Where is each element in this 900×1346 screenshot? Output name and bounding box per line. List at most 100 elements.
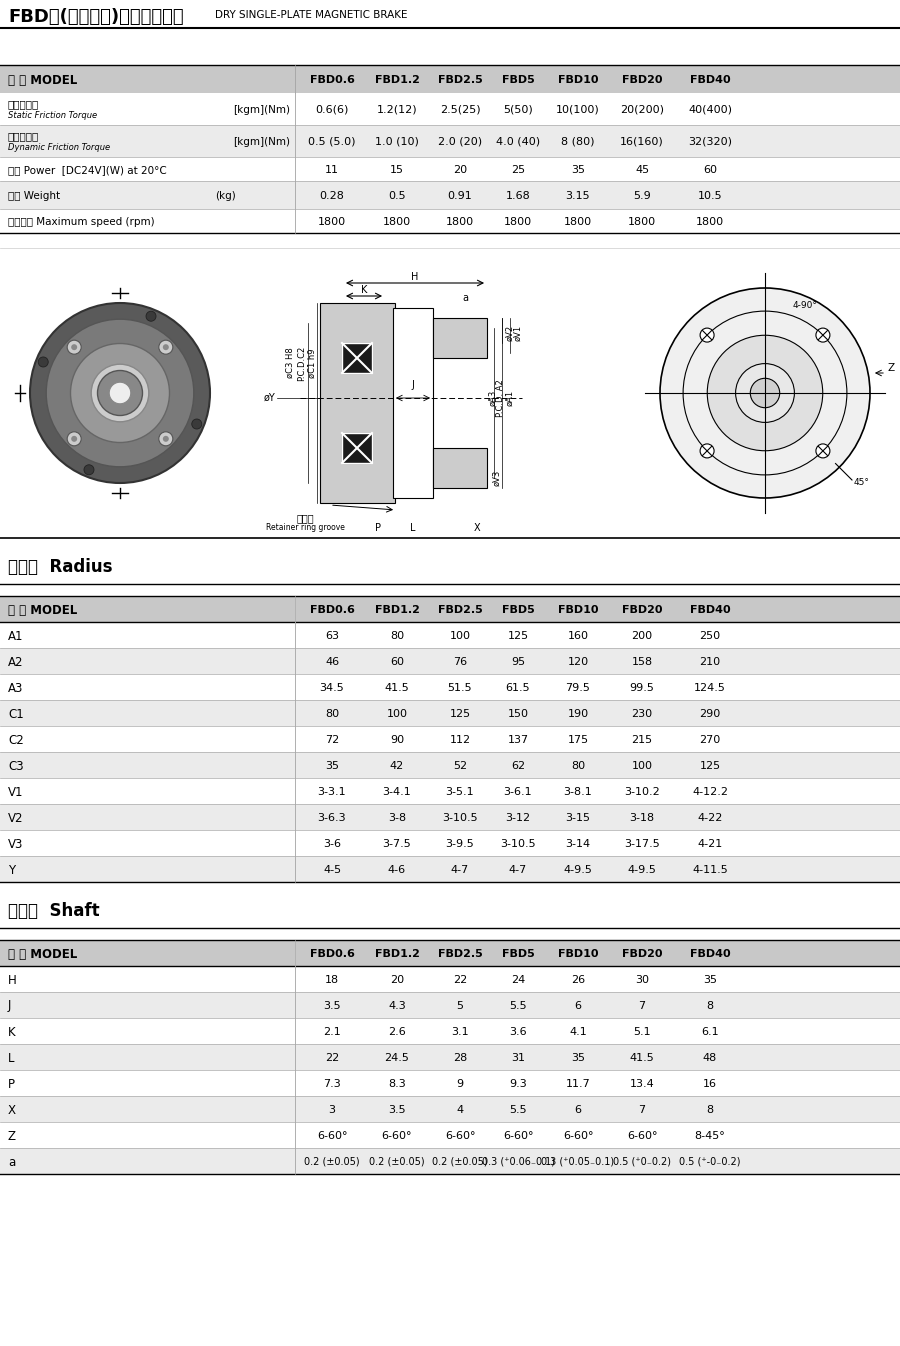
Text: 3: 3 — [328, 1105, 336, 1114]
Bar — [0, 647, 900, 674]
Text: A1: A1 — [8, 630, 23, 642]
Text: 125: 125 — [449, 709, 471, 719]
Text: 20(200): 20(200) — [620, 105, 664, 114]
Text: FBD10: FBD10 — [558, 75, 598, 85]
Text: 137: 137 — [508, 735, 528, 744]
Text: 25: 25 — [511, 166, 525, 175]
Circle shape — [707, 335, 823, 451]
Text: 2.0 (20): 2.0 (20) — [438, 137, 482, 147]
Text: 4.1: 4.1 — [569, 1027, 587, 1036]
Bar — [342, 343, 372, 373]
Text: 3.15: 3.15 — [566, 191, 590, 201]
Text: FBD40: FBD40 — [689, 949, 730, 958]
Text: 4-5: 4-5 — [323, 865, 341, 875]
Circle shape — [816, 328, 830, 342]
Text: 1800: 1800 — [696, 217, 725, 227]
Text: 32(320): 32(320) — [688, 137, 732, 147]
Text: 徑方向  Radius: 徑方向 Radius — [8, 559, 112, 576]
Text: 61.5: 61.5 — [506, 682, 530, 693]
Bar — [0, 700, 900, 725]
Text: 10(100): 10(100) — [556, 105, 600, 114]
Text: 3.5: 3.5 — [323, 1001, 341, 1011]
Text: FBD5: FBD5 — [501, 75, 535, 85]
Text: 6-60°: 6-60° — [382, 1131, 412, 1141]
Text: 20: 20 — [453, 166, 467, 175]
Text: 45°: 45° — [853, 478, 869, 487]
Text: 79.5: 79.5 — [565, 682, 590, 693]
Bar — [0, 596, 900, 622]
Text: P.C.D.C2: P.C.D.C2 — [297, 346, 306, 381]
Text: 30: 30 — [635, 975, 649, 985]
Text: FBD1.2: FBD1.2 — [374, 949, 419, 958]
Text: X: X — [473, 524, 481, 533]
Text: 3-3.1: 3-3.1 — [318, 787, 346, 797]
Text: 24: 24 — [511, 975, 525, 985]
Text: Y: Y — [8, 864, 15, 876]
Text: 4-9.5: 4-9.5 — [627, 865, 656, 875]
Text: FBD2.5: FBD2.5 — [437, 949, 482, 958]
Text: 6: 6 — [574, 1105, 581, 1114]
Text: 18: 18 — [325, 975, 339, 985]
Text: 1800: 1800 — [504, 217, 532, 227]
Circle shape — [68, 432, 81, 446]
Text: 3-18: 3-18 — [629, 813, 654, 822]
Text: C2: C2 — [8, 734, 23, 747]
Text: øV1: øV1 — [513, 324, 522, 341]
Text: 4-22: 4-22 — [698, 813, 723, 822]
Bar — [342, 343, 372, 373]
Text: 175: 175 — [567, 735, 589, 744]
Text: 型 號 MODEL: 型 號 MODEL — [8, 603, 77, 616]
Text: V1: V1 — [8, 786, 23, 798]
Bar — [0, 1148, 900, 1174]
Text: A2: A2 — [8, 656, 23, 669]
Bar — [0, 1018, 900, 1044]
Text: 11: 11 — [325, 166, 339, 175]
Text: 290: 290 — [699, 709, 721, 719]
Text: 3-14: 3-14 — [565, 839, 590, 849]
Text: 35: 35 — [703, 975, 717, 985]
Text: 35: 35 — [571, 166, 585, 175]
Text: 0.91: 0.91 — [447, 191, 473, 201]
Circle shape — [38, 357, 49, 367]
Text: øC1 h9: øC1 h9 — [308, 349, 317, 378]
Text: 40(400): 40(400) — [688, 105, 732, 114]
Text: X: X — [8, 1104, 16, 1116]
Bar — [0, 940, 900, 966]
Text: 72: 72 — [325, 735, 339, 744]
Text: P: P — [375, 524, 381, 533]
Text: 28: 28 — [453, 1053, 467, 1063]
Text: 16(160): 16(160) — [620, 137, 664, 147]
Bar — [0, 752, 900, 778]
Text: FBD20: FBD20 — [622, 75, 662, 85]
Bar — [0, 992, 900, 1018]
Text: Z: Z — [888, 363, 896, 373]
Text: DRY SINGLE-PLATE MAGNETIC BRAKE: DRY SINGLE-PLATE MAGNETIC BRAKE — [215, 9, 408, 20]
Text: øV2: øV2 — [505, 324, 514, 341]
Text: 3-8.1: 3-8.1 — [563, 787, 592, 797]
Text: 8-45°: 8-45° — [695, 1131, 725, 1141]
Text: 8: 8 — [706, 1001, 714, 1011]
Text: 3-15: 3-15 — [565, 813, 590, 822]
Text: 7: 7 — [638, 1001, 645, 1011]
Text: FBD5: FBD5 — [501, 604, 535, 615]
Text: FBD0.6: FBD0.6 — [310, 75, 355, 85]
Circle shape — [97, 370, 142, 416]
Text: L: L — [410, 524, 416, 533]
Text: FBD型(幹式單板)電磁式制動器: FBD型(幹式單板)電磁式制動器 — [8, 8, 184, 26]
Text: FBD40: FBD40 — [689, 604, 730, 615]
Bar — [433, 448, 487, 489]
Bar — [0, 1044, 900, 1070]
Text: 16: 16 — [703, 1079, 717, 1089]
Text: 22: 22 — [325, 1053, 339, 1063]
Text: 9.3: 9.3 — [509, 1079, 526, 1089]
Text: 48: 48 — [703, 1053, 717, 1063]
Text: 動摩擦轉矩: 動摩擦轉矩 — [8, 131, 40, 141]
Text: Retainer ring groove: Retainer ring groove — [266, 524, 345, 533]
Text: a: a — [8, 1155, 15, 1168]
Bar — [0, 157, 900, 180]
Text: 76: 76 — [453, 657, 467, 668]
Text: 0.3 (⁺0.06₋0.1): 0.3 (⁺0.06₋0.1) — [482, 1158, 554, 1167]
Text: 230: 230 — [632, 709, 652, 719]
Text: 5.5: 5.5 — [509, 1105, 526, 1114]
Text: øV3: øV3 — [492, 470, 501, 486]
